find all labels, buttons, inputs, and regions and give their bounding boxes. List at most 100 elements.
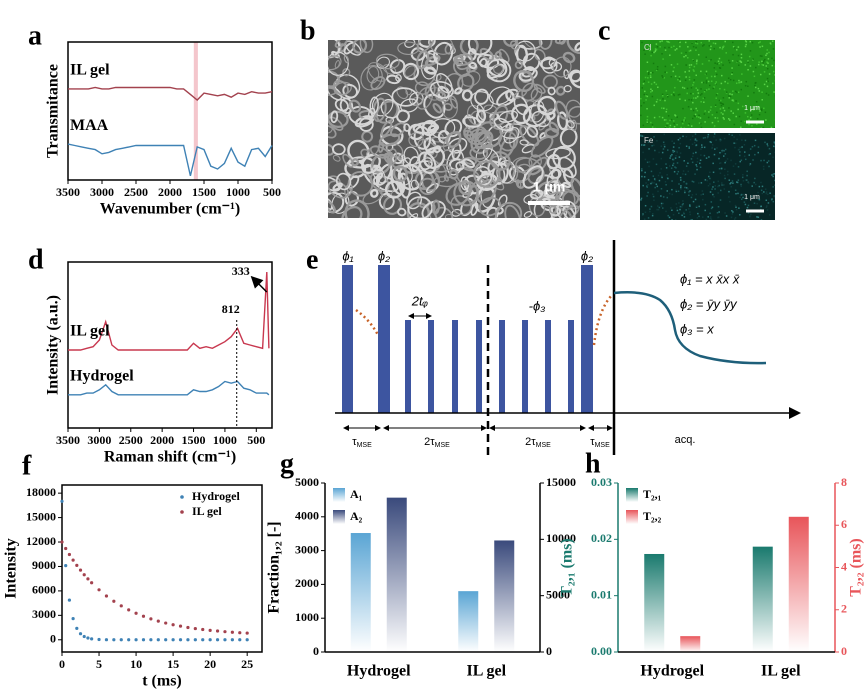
- fiber: [386, 142, 404, 158]
- speckle: [737, 108, 739, 111]
- speckle: [692, 97, 695, 99]
- fiber: [378, 133, 401, 147]
- fiber: [412, 121, 440, 135]
- speckle: [742, 193, 745, 196]
- speckle: [737, 54, 740, 57]
- speckle: [640, 135, 642, 137]
- speckle: [673, 45, 675, 48]
- speckle: [674, 157, 677, 159]
- speckle: [673, 150, 676, 153]
- speckle: [687, 46, 689, 48]
- speckle: [663, 77, 666, 79]
- speckle: [732, 165, 735, 167]
- speckle: [679, 152, 682, 154]
- fiber: [367, 107, 376, 119]
- speckle: [672, 70, 674, 73]
- speckle: [642, 184, 644, 187]
- speckle: [646, 186, 648, 188]
- speckle: [654, 179, 656, 182]
- speckle: [760, 127, 763, 128]
- speckle: [757, 151, 760, 154]
- fiber: [358, 117, 374, 132]
- speckle: [685, 187, 688, 189]
- speckle: [761, 99, 763, 101]
- data-point: [171, 623, 175, 627]
- annotation-label: 812: [222, 302, 240, 316]
- fiber: [498, 110, 519, 123]
- speckle: [679, 93, 681, 96]
- data-point: [78, 632, 83, 636]
- speckle: [680, 126, 682, 128]
- speckle: [679, 205, 682, 208]
- speckle: [740, 88, 743, 91]
- speckle: [744, 120, 746, 123]
- speckle: [762, 126, 765, 128]
- speckle: [693, 79, 696, 81]
- speckle: [728, 196, 730, 198]
- speckle: [718, 157, 720, 160]
- legend-swatch: [626, 510, 638, 524]
- data-point: [215, 629, 220, 633]
- speckle: [761, 60, 763, 63]
- speckle: [767, 202, 770, 204]
- speckle: [729, 95, 732, 98]
- speckle: [722, 97, 725, 99]
- fiber: [380, 120, 393, 137]
- speckle: [650, 205, 653, 208]
- fiber: [503, 126, 520, 144]
- speckle: [744, 139, 747, 142]
- data-point: [230, 630, 234, 634]
- speckle: [646, 61, 649, 64]
- fiber: [449, 95, 458, 109]
- speckle: [767, 160, 770, 162]
- speckle: [676, 206, 678, 209]
- speckle: [753, 75, 756, 78]
- speckle: [708, 156, 710, 158]
- legend-label: A₁: [350, 487, 363, 501]
- speckle: [747, 85, 749, 87]
- speckle: [744, 84, 747, 87]
- speckle: [709, 217, 712, 220]
- speckle: [745, 198, 747, 201]
- bar: [494, 540, 515, 652]
- speckle: [665, 119, 667, 121]
- data-point: [104, 638, 109, 642]
- fiber: [418, 151, 437, 175]
- speckle: [733, 173, 736, 175]
- speckle: [692, 152, 695, 155]
- speckle: [646, 185, 648, 187]
- speckle: [731, 213, 734, 215]
- speckle: [757, 216, 760, 219]
- speckle: [658, 116, 661, 118]
- speckle: [685, 165, 688, 167]
- fiber: [403, 146, 419, 166]
- timing-main: 2τ: [525, 436, 536, 448]
- speckle: [713, 127, 715, 128]
- speckle: [774, 179, 775, 182]
- fiber: [469, 146, 489, 160]
- fiber: [328, 110, 349, 129]
- data-point: [112, 638, 116, 642]
- speckle: [728, 190, 730, 193]
- speckle: [670, 167, 673, 169]
- speckle: [702, 81, 705, 84]
- speckle: [709, 48, 712, 51]
- speckle: [717, 185, 719, 188]
- speckle: [661, 176, 663, 179]
- fiber: [505, 90, 515, 102]
- speckle: [725, 215, 728, 217]
- fiber: [470, 91, 494, 112]
- speckle: [771, 174, 773, 176]
- speckle: [672, 158, 675, 161]
- speckle: [753, 144, 756, 147]
- fiber: [400, 98, 419, 113]
- speckle: [664, 65, 667, 68]
- pulse-diagram: e ϕ₁ ϕ₂ ϕ₂ 2tᵩ -ϕ₃ ϕ₁ = x x̄x x̄ ϕ₂ = ȳy…: [306, 240, 801, 455]
- speckle: [643, 102, 645, 104]
- fiber: [550, 61, 563, 72]
- speckle: [653, 182, 655, 184]
- fiber: [369, 145, 390, 159]
- speckle: [758, 106, 760, 108]
- speckle: [673, 170, 676, 173]
- speckle: [683, 87, 686, 89]
